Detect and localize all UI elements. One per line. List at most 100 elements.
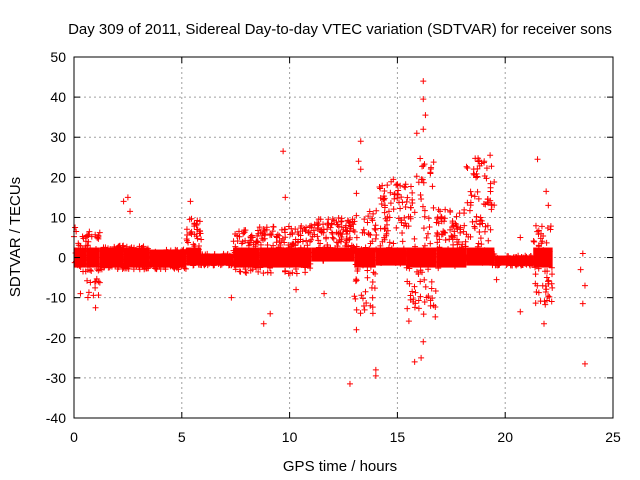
- outlier-point: [357, 138, 364, 145]
- band-point: [395, 257, 402, 264]
- band-point: [324, 226, 331, 233]
- band-point: [382, 225, 389, 232]
- band-point: [123, 243, 130, 250]
- band-point: [530, 238, 537, 245]
- band-point: [462, 243, 469, 250]
- outlier-point: [541, 320, 548, 327]
- band-point: [394, 181, 401, 188]
- band-point: [531, 238, 538, 245]
- band-point: [231, 262, 238, 269]
- outlier-point: [321, 290, 328, 297]
- y-tick-label: -30: [46, 370, 66, 386]
- band-point: [538, 223, 545, 230]
- band-point: [125, 251, 132, 258]
- band-point: [75, 249, 82, 256]
- band-point: [314, 233, 321, 240]
- band-point: [292, 255, 299, 262]
- band-point: [548, 264, 555, 271]
- band-point: [530, 256, 537, 263]
- band-point: [282, 260, 289, 267]
- band-point: [280, 249, 287, 256]
- band-point: [287, 256, 294, 263]
- band-point: [366, 208, 373, 215]
- band-point: [267, 232, 274, 239]
- band-point: [310, 227, 317, 234]
- band-point: [129, 258, 136, 265]
- band-point: [357, 310, 364, 317]
- x-tick-label: 20: [497, 429, 513, 445]
- band-point: [129, 249, 136, 256]
- band-point: [133, 263, 140, 270]
- band-point: [111, 249, 118, 256]
- band-point: [187, 230, 194, 237]
- band-point: [225, 258, 232, 265]
- band-point: [280, 256, 287, 263]
- band-point: [402, 203, 409, 210]
- dense-band: [463, 155, 498, 269]
- band-point: [406, 257, 413, 264]
- gridlines: [74, 57, 613, 418]
- band-point: [425, 266, 432, 273]
- band-point: [381, 204, 388, 211]
- band-point: [463, 163, 470, 170]
- band-point: [369, 217, 376, 224]
- band-point: [407, 215, 414, 222]
- band-point: [92, 284, 99, 291]
- band-point: [458, 244, 465, 251]
- band-point: [263, 254, 270, 261]
- band-point: [401, 214, 408, 221]
- band-point: [162, 255, 169, 262]
- band-point: [405, 223, 412, 230]
- band-point: [478, 217, 485, 224]
- band-point: [257, 260, 264, 267]
- band-point: [226, 261, 233, 268]
- band-point: [335, 223, 342, 230]
- band-point: [179, 251, 186, 258]
- y-tick-label: 30: [50, 129, 66, 145]
- band-point: [534, 228, 541, 235]
- band-point: [369, 310, 376, 317]
- dense-band: [120, 243, 153, 273]
- band-point: [327, 244, 334, 251]
- band-point: [390, 240, 397, 247]
- band-point: [103, 251, 110, 258]
- band-point: [109, 255, 116, 262]
- band-point: [270, 242, 277, 249]
- band-point: [435, 220, 442, 227]
- band-point: [85, 289, 92, 296]
- band-point: [117, 253, 124, 260]
- band-point: [419, 163, 426, 170]
- band-point: [84, 233, 91, 240]
- outlier-point: [579, 300, 586, 307]
- band-point: [421, 207, 428, 214]
- band-point: [156, 263, 163, 270]
- band-point: [365, 231, 372, 238]
- band-point: [363, 299, 370, 306]
- band-point: [498, 255, 505, 262]
- band-point: [247, 267, 254, 274]
- band-point: [303, 237, 310, 244]
- band-point: [522, 258, 529, 265]
- band-point: [259, 251, 266, 258]
- band-point: [336, 229, 343, 236]
- band-point: [443, 255, 450, 262]
- band-point: [468, 192, 475, 199]
- band-point: [259, 232, 266, 239]
- band-point: [285, 241, 292, 248]
- outlier-point: [534, 156, 541, 163]
- band-point: [387, 200, 394, 207]
- band-point: [542, 288, 549, 295]
- band-point: [241, 229, 248, 236]
- band-point: [321, 244, 328, 251]
- band-point: [181, 265, 188, 272]
- band-point: [143, 246, 150, 253]
- x-axis-label: GPS time / hours: [283, 458, 397, 475]
- band-point: [330, 235, 337, 242]
- band-point: [429, 295, 436, 302]
- band-point: [402, 220, 409, 227]
- band-point: [422, 283, 429, 290]
- band-point: [198, 259, 205, 266]
- outlier-point: [420, 338, 427, 345]
- band-point: [286, 270, 293, 277]
- band-point: [406, 265, 413, 272]
